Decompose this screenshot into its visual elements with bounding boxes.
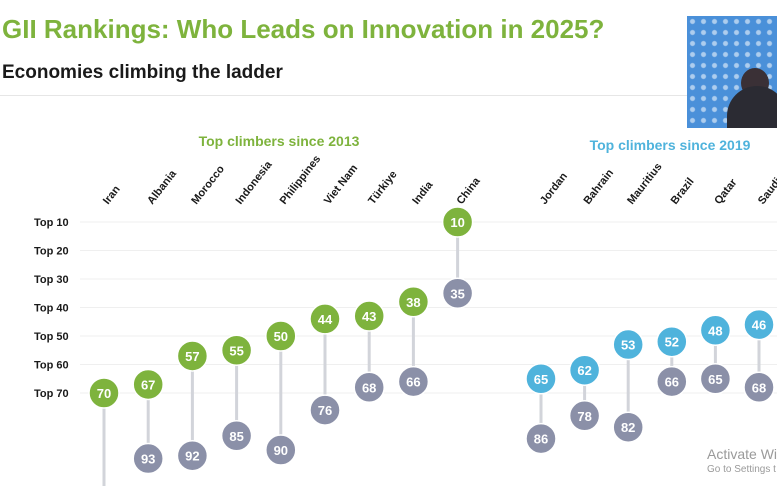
y-tick-label: Top 20 — [34, 246, 69, 258]
rank-2025-label: 38 — [406, 295, 420, 310]
rank-2025-label: 62 — [577, 363, 591, 378]
page-subtitle: Economies climbing the ladder — [2, 62, 283, 83]
rank-2025-marker — [699, 314, 732, 347]
rank-2025-label: 67 — [141, 377, 155, 392]
rank-2025-marker — [441, 206, 474, 238]
rank-before-label: 85 — [229, 429, 243, 444]
rank-2025-marker — [309, 303, 341, 335]
rank-2025-label: 48 — [708, 323, 722, 338]
y-tick-label: Top 60 — [34, 360, 69, 372]
presenter-video-thumbnail[interactable] — [687, 16, 777, 128]
rank-2025-label: 46 — [752, 318, 766, 333]
rank-2025-marker — [265, 320, 297, 352]
title-divider — [0, 95, 690, 96]
rank-before-marker — [176, 439, 209, 472]
rank-before-marker — [525, 422, 557, 455]
rank-2025-marker — [525, 363, 557, 395]
country-label: Morocco — [189, 163, 227, 207]
y-tick-label: Top 50 — [34, 331, 69, 343]
rank-2025-label: 65 — [534, 372, 548, 387]
rank-before-label: 66 — [406, 375, 420, 390]
rank-before-label: 76 — [318, 403, 332, 418]
rank-2025-label: 53 — [621, 338, 635, 353]
rank-before-label: 35 — [450, 286, 464, 301]
activate-windows-watermark: Activate Wi — [707, 446, 777, 462]
rank-2025-marker — [132, 368, 164, 401]
rank-before-marker — [397, 365, 430, 398]
page-title: GII Rankings: Who Leads on Innovation in… — [2, 14, 605, 44]
country-label: Albania — [145, 167, 179, 206]
rank-2025-label: 57 — [185, 349, 199, 364]
rank-before-marker — [220, 420, 253, 452]
rank-2025-marker — [353, 300, 385, 332]
rank-before-marker — [612, 411, 644, 443]
country-label: Philippines — [278, 153, 324, 207]
rank-2025-marker — [612, 328, 644, 361]
rank-before-marker — [743, 371, 775, 404]
rank-2025-label: 50 — [274, 329, 288, 344]
country-label: Jordan — [538, 170, 570, 207]
rank-before-marker — [441, 277, 474, 309]
rank-2025-marker — [88, 377, 120, 409]
group-title: Top climbers since 2019 — [590, 137, 751, 153]
country-label: Indonesia — [234, 158, 276, 207]
y-tick-label: Top 40 — [34, 303, 69, 315]
rank-before-label: 66 — [665, 375, 679, 390]
rank-2025-label: 70 — [97, 386, 111, 401]
rank-2025-label: 43 — [362, 309, 376, 324]
country-label: Mauritius — [625, 161, 665, 207]
rank-before-label: 92 — [185, 449, 199, 464]
rank-2025-label: 10 — [450, 215, 464, 230]
rank-2025-marker — [397, 286, 430, 318]
country-label: Brazil — [669, 176, 697, 207]
rank-2025-marker — [743, 308, 775, 341]
rank-before-marker — [353, 371, 385, 404]
rank-2025-marker — [176, 340, 209, 372]
rank-before-label: 78 — [577, 409, 591, 424]
rank-2025-marker — [220, 334, 253, 366]
country-label: Qatar — [712, 176, 740, 207]
rank-before-marker — [265, 434, 297, 466]
country-label: Saudi — [756, 176, 777, 207]
country-label: Viet Nam — [322, 162, 360, 206]
rank-before-marker — [309, 394, 341, 426]
rank-2025-marker — [656, 325, 688, 358]
activate-windows-watermark-sub: Go to Settings t — [707, 464, 776, 475]
rank-before-label: 68 — [752, 380, 766, 395]
rank-before-label: 65 — [708, 372, 722, 387]
rank-before-marker — [699, 363, 732, 395]
rank-before-label: 82 — [621, 420, 635, 435]
country-label: India — [410, 179, 436, 207]
rank-2025-label: 52 — [665, 335, 679, 350]
rank-before-marker — [568, 400, 601, 432]
group-title: Top climbers since 2013 — [199, 133, 360, 149]
rank-2025-marker — [568, 354, 601, 386]
country-label: Bahrain — [582, 167, 617, 207]
rank-before-label: 90 — [274, 443, 288, 458]
country-label: Iran — [101, 183, 123, 207]
rank-before-marker — [132, 442, 164, 475]
rank-before-marker — [656, 365, 688, 398]
rank-2025-label: 55 — [229, 343, 243, 358]
y-tick-label: Top 10 — [34, 217, 69, 229]
y-tick-label: Top 30 — [34, 274, 69, 286]
y-tick-label: Top 70 — [34, 388, 69, 400]
rank-2025-label: 44 — [318, 312, 333, 327]
rank-before-label: 86 — [534, 432, 548, 447]
country-label: Türkiye — [366, 169, 400, 207]
rank-before-label: 93 — [141, 452, 155, 467]
country-label: China — [455, 175, 484, 207]
rank-before-label: 68 — [362, 380, 376, 395]
